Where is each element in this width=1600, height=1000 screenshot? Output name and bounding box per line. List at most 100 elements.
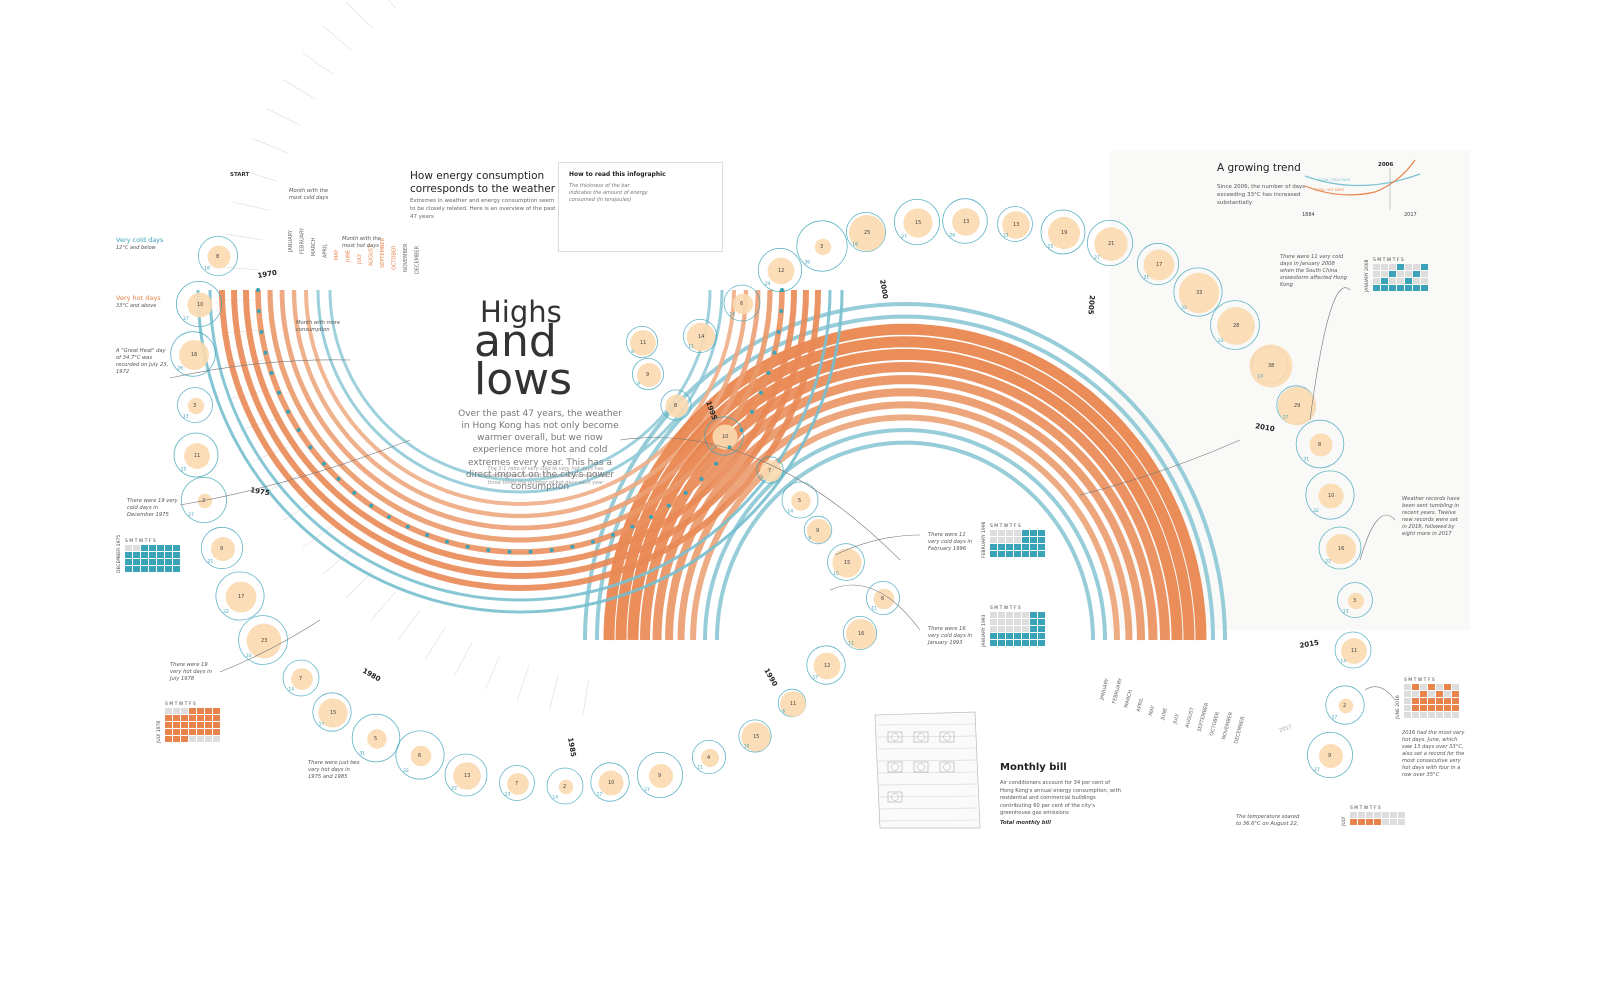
calendar-day xyxy=(1436,705,1443,711)
cold-marker-dot xyxy=(445,539,450,544)
calendar-day xyxy=(1428,698,1435,704)
calendar-day xyxy=(1038,619,1045,625)
calendar-day xyxy=(197,736,204,742)
decade-label-2010: 2010 xyxy=(1255,422,1276,433)
hot-days-value: 15 xyxy=(844,560,850,566)
calendar-day xyxy=(1038,537,1045,543)
calendar-day xyxy=(1404,712,1411,718)
cold-days-value: 18 xyxy=(852,242,858,248)
calendar-day xyxy=(1413,285,1420,291)
calendar-day xyxy=(1436,691,1443,697)
note-jan-1993: There were 16 very cold days in January … xyxy=(928,626,973,647)
cold-marker-dot xyxy=(269,371,274,375)
cold-days-value: 11 xyxy=(871,606,877,612)
title-line-3: lows xyxy=(474,354,573,405)
hot-days-disc xyxy=(712,424,738,450)
cold-days-value: 27 xyxy=(1094,255,1100,261)
calendar-weekdays: S M T W T F S xyxy=(125,538,156,544)
calendar-day xyxy=(1373,285,1380,291)
calendar-day xyxy=(1006,626,1013,632)
calendar-day xyxy=(998,633,1005,639)
calendar-day xyxy=(173,722,180,728)
hot-days-value: 10 xyxy=(608,780,614,786)
calendar-day xyxy=(1421,278,1428,284)
calendar-day xyxy=(133,552,140,558)
hot-days-value: 2 xyxy=(563,784,566,790)
cold-marker-dot xyxy=(776,330,781,334)
calendar-day xyxy=(990,612,997,618)
calendar-day xyxy=(205,708,212,714)
very-hot-def: 33°C and above xyxy=(116,303,157,309)
hot-days-value: 7 xyxy=(299,676,302,682)
band-right-june xyxy=(652,375,1158,641)
calendar-day xyxy=(1420,684,1427,690)
cold-days-ring xyxy=(215,571,265,621)
calendar-day xyxy=(1022,640,1029,646)
calendar-day xyxy=(1030,619,1037,625)
year-spoke-left xyxy=(345,571,374,599)
calendar-label-feb1996: FEBRUARY 1996 xyxy=(981,521,987,558)
hot-days-disc xyxy=(410,745,432,767)
decade-label-2000: 2000 xyxy=(878,279,889,300)
leader-line xyxy=(1364,686,1396,701)
cold-marker-dot xyxy=(649,514,653,519)
calendar-day xyxy=(990,640,997,646)
cold-days-value: 27 xyxy=(183,316,189,322)
calendar-day xyxy=(189,715,196,721)
cold-days-ring xyxy=(1173,267,1223,317)
cold-marker-dot xyxy=(772,350,777,355)
hot-days-disc xyxy=(846,619,876,649)
decade-label-1975: 1975 xyxy=(250,486,271,497)
cold-days-ring xyxy=(1136,242,1180,286)
hot-days-value: 13 xyxy=(464,773,470,779)
calendar-day xyxy=(1397,271,1404,277)
leader-line xyxy=(1309,287,1351,421)
decade-label-2015: 2015 xyxy=(1299,639,1320,650)
calendar-day xyxy=(1030,551,1037,557)
calendar-day xyxy=(1030,544,1037,550)
calendar-day xyxy=(1405,264,1412,270)
cold-days-ring xyxy=(197,235,238,276)
year-spoke-left xyxy=(301,52,334,75)
cold-marker-dot xyxy=(425,533,430,537)
calendar-day xyxy=(125,545,132,551)
growing-trend-heading: A growing trend xyxy=(1217,162,1301,174)
hot-days-disc xyxy=(701,749,719,767)
cold-days-value: 13 xyxy=(505,791,511,797)
hot-days-value: 33 xyxy=(1196,290,1202,296)
hot-days-value: 6 xyxy=(418,753,421,759)
cold-days-value: 14 xyxy=(1257,374,1263,380)
how-to-read-heading: How to read this infographic xyxy=(569,171,666,178)
calendar-day xyxy=(1382,812,1389,818)
cold-marker-dot xyxy=(714,461,719,466)
calendar-day xyxy=(213,715,220,721)
cold-days-ring xyxy=(170,331,216,377)
cold-marker-dot xyxy=(263,350,268,355)
band-left-august xyxy=(243,289,797,568)
hot-days-value: 7 xyxy=(515,781,518,787)
calendar-day xyxy=(1038,551,1045,557)
hot-days-value: 11 xyxy=(640,340,646,346)
hot-days-disc xyxy=(732,293,754,315)
cold-marker-dot xyxy=(277,390,281,395)
cold-marker-dot xyxy=(405,524,410,529)
calendar-day xyxy=(1421,264,1428,270)
month-label-may: MAY xyxy=(334,249,340,260)
cold-days-value: 17 xyxy=(597,791,603,797)
hot-days-disc xyxy=(225,581,257,613)
cold-marker-dot xyxy=(387,514,391,519)
leader-line xyxy=(219,619,321,673)
year-spoke-left xyxy=(549,673,559,710)
month-label-november: NOVEMBER xyxy=(403,243,409,272)
calendar-day xyxy=(1421,285,1428,291)
calendar-day xyxy=(998,530,1005,536)
hot-days-value: 11 xyxy=(194,453,200,459)
cold-days-value: 31 xyxy=(1303,457,1309,463)
cold-days-ring xyxy=(723,284,761,322)
calendar-day xyxy=(1413,271,1420,277)
ac-unit xyxy=(887,731,903,743)
calendar-day xyxy=(197,708,204,714)
growing-trend-text: Since 2006, the number of days exceeding… xyxy=(1217,184,1306,206)
calendar-day xyxy=(1420,698,1427,704)
hot-days-value: 10 xyxy=(722,434,728,440)
